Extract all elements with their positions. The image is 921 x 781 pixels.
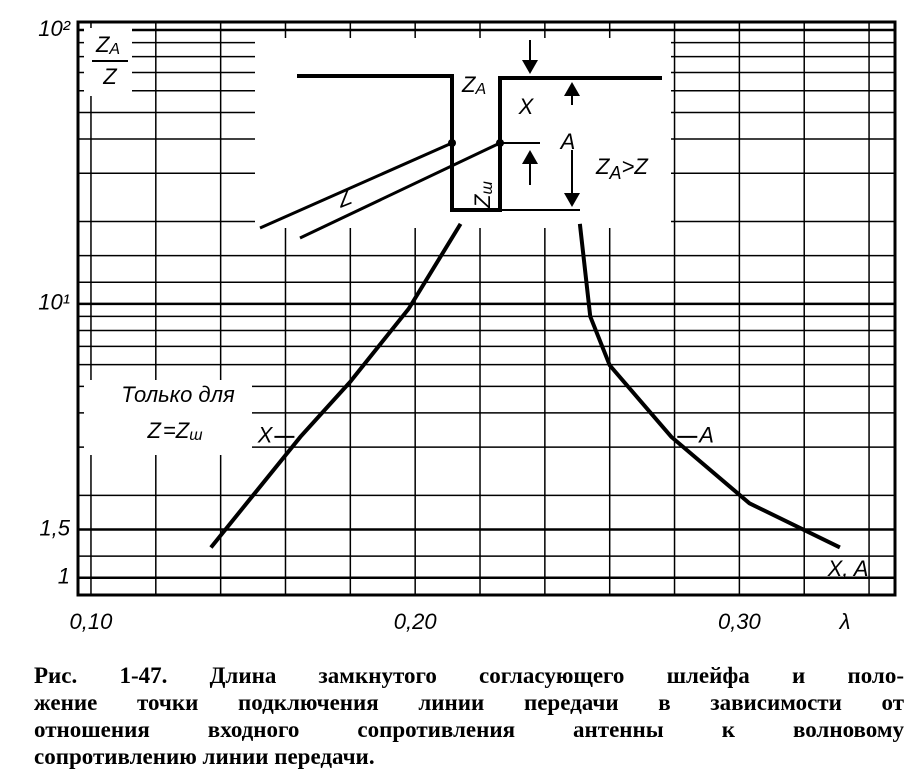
feeder (297, 74, 662, 212)
y-tick-label: 10² (38, 16, 70, 41)
inset-za: Z (461, 72, 477, 97)
line-wire (299, 141, 501, 240)
junction (448, 139, 456, 147)
inset-cond-z: Z (595, 154, 611, 179)
note-box (84, 380, 252, 455)
y-axis-label: ZA (95, 32, 120, 58)
inset-label: ZA (461, 72, 486, 98)
note-lhs: Z (146, 418, 162, 443)
curve-note: X, A (827, 556, 869, 581)
x-tick-label: 0,10 (70, 609, 114, 634)
inset-label: Zш (470, 181, 496, 209)
series-label: X (257, 423, 274, 448)
y-axis-label-den: Z (102, 64, 118, 89)
x-tick-label: 0,20 (394, 609, 438, 634)
inset-stub-sub: ш (479, 181, 496, 194)
inset-box (255, 38, 671, 228)
series-label: A (697, 423, 714, 448)
x-tick-label: 0,30 (718, 609, 762, 634)
note-line: Только для (121, 382, 235, 407)
note-sub: ш (189, 427, 202, 444)
inset-za-sub: A (474, 81, 486, 98)
inset-label: A (559, 129, 576, 154)
inset-cond-sub: A (608, 163, 621, 183)
inset-label: X (518, 94, 535, 119)
note-rhs: Z (175, 418, 191, 443)
caption-line: отношения входного сопротивления антенны… (34, 717, 904, 742)
y-tick-label: 1 (58, 564, 70, 589)
line-wire (259, 141, 453, 230)
curve (577, 223, 841, 550)
y-tick-label: 10¹ (38, 290, 70, 315)
note-eq: = (163, 418, 176, 443)
curve (209, 222, 463, 549)
note-line: Z=Zш (146, 418, 202, 444)
junction (496, 139, 504, 147)
caption-line: Рис. 1-47. Длина замкнутого согласующего… (34, 663, 904, 688)
y-axis-label-num: Z (95, 32, 111, 57)
inset-stub: Z (470, 193, 495, 209)
inset-cond-rest: >Z (621, 154, 649, 179)
caption-line: сопротивлению линии передачи. (34, 744, 375, 769)
caption-line: жение точки подключения линии передачи в… (34, 690, 904, 715)
x-axis-label: λ (839, 609, 851, 634)
inset-condition: ZA>Z (595, 154, 649, 183)
y-tick-label: 1,5 (39, 515, 70, 540)
caption: Рис. 1-47. Длина замкнутого согласующего… (34, 662, 904, 770)
y-axis-label-sub: A (108, 41, 120, 58)
plot-frame (76, 20, 897, 597)
